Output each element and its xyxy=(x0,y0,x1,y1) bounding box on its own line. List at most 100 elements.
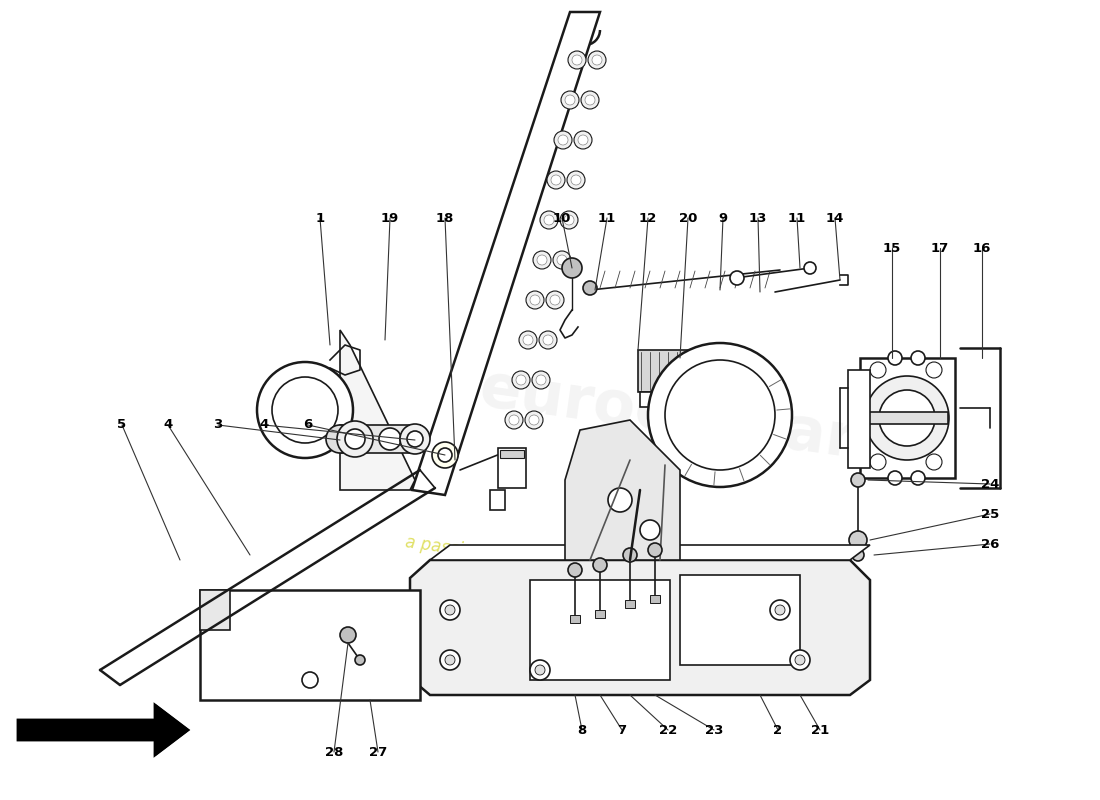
Circle shape xyxy=(911,471,925,485)
Circle shape xyxy=(795,655,805,665)
Circle shape xyxy=(557,255,566,265)
Bar xyxy=(680,575,800,665)
Circle shape xyxy=(851,473,865,487)
Circle shape xyxy=(529,415,539,425)
Text: 21: 21 xyxy=(811,723,829,737)
Circle shape xyxy=(852,549,864,561)
Circle shape xyxy=(911,351,925,365)
Text: eurocarparts: eurocarparts xyxy=(475,360,924,480)
Bar xyxy=(640,392,662,407)
Polygon shape xyxy=(430,545,870,560)
Text: 6: 6 xyxy=(304,418,312,431)
Circle shape xyxy=(585,95,595,105)
Text: 15: 15 xyxy=(883,242,901,254)
Circle shape xyxy=(539,331,557,349)
Bar xyxy=(200,590,230,630)
Circle shape xyxy=(568,51,586,69)
Circle shape xyxy=(547,171,565,189)
Bar xyxy=(340,425,420,453)
Circle shape xyxy=(804,262,816,274)
Text: 1: 1 xyxy=(316,211,324,225)
Circle shape xyxy=(666,360,776,470)
Circle shape xyxy=(592,55,602,65)
Circle shape xyxy=(355,655,365,665)
Text: 4: 4 xyxy=(260,418,268,431)
Text: 8: 8 xyxy=(578,723,586,737)
Circle shape xyxy=(640,520,660,540)
Circle shape xyxy=(446,655,455,665)
Circle shape xyxy=(572,55,582,65)
Circle shape xyxy=(550,295,560,305)
Polygon shape xyxy=(18,705,188,755)
Circle shape xyxy=(512,371,530,389)
Text: 9: 9 xyxy=(718,211,727,225)
Text: 23: 23 xyxy=(705,723,723,737)
Circle shape xyxy=(776,605,785,615)
Circle shape xyxy=(535,665,544,675)
Circle shape xyxy=(571,175,581,185)
Circle shape xyxy=(870,454,886,470)
Bar xyxy=(490,490,505,510)
Circle shape xyxy=(400,424,430,454)
Circle shape xyxy=(530,295,540,305)
Circle shape xyxy=(540,211,558,229)
Circle shape xyxy=(865,376,949,460)
Circle shape xyxy=(438,448,452,462)
Circle shape xyxy=(588,51,606,69)
Text: 11: 11 xyxy=(598,211,616,225)
Circle shape xyxy=(446,605,455,615)
Circle shape xyxy=(879,390,935,446)
Circle shape xyxy=(543,335,553,345)
Text: 27: 27 xyxy=(368,746,387,758)
Text: 20: 20 xyxy=(679,211,697,225)
Circle shape xyxy=(581,91,600,109)
Circle shape xyxy=(565,95,575,105)
Text: 10: 10 xyxy=(553,211,571,225)
Circle shape xyxy=(562,258,582,278)
Circle shape xyxy=(337,421,373,457)
Circle shape xyxy=(564,215,574,225)
Circle shape xyxy=(730,271,744,285)
Circle shape xyxy=(537,255,547,265)
Circle shape xyxy=(770,600,790,620)
Circle shape xyxy=(345,429,365,449)
Circle shape xyxy=(623,548,637,562)
Circle shape xyxy=(302,672,318,688)
Circle shape xyxy=(522,335,534,345)
Text: 2: 2 xyxy=(773,723,782,737)
Text: 3: 3 xyxy=(213,418,222,431)
Text: 12: 12 xyxy=(639,211,657,225)
Circle shape xyxy=(546,291,564,309)
Bar xyxy=(530,580,670,680)
Polygon shape xyxy=(412,12,600,495)
Bar xyxy=(860,358,955,478)
Text: 16: 16 xyxy=(972,242,991,254)
Circle shape xyxy=(544,215,554,225)
Circle shape xyxy=(536,375,546,385)
Polygon shape xyxy=(200,590,420,700)
Text: 26: 26 xyxy=(981,538,999,550)
Polygon shape xyxy=(20,708,182,752)
Circle shape xyxy=(568,563,582,577)
Circle shape xyxy=(574,131,592,149)
Circle shape xyxy=(558,135,568,145)
Circle shape xyxy=(407,431,424,447)
Circle shape xyxy=(593,558,607,572)
Circle shape xyxy=(532,371,550,389)
Circle shape xyxy=(578,135,588,145)
Text: 13: 13 xyxy=(749,211,767,225)
Text: 4: 4 xyxy=(164,418,173,431)
Bar xyxy=(625,600,635,608)
Bar xyxy=(650,595,660,603)
Circle shape xyxy=(516,375,526,385)
Bar xyxy=(500,450,524,458)
Circle shape xyxy=(440,650,460,670)
Polygon shape xyxy=(565,420,680,560)
Text: 17: 17 xyxy=(931,242,949,254)
Circle shape xyxy=(583,281,597,295)
Circle shape xyxy=(561,91,579,109)
Circle shape xyxy=(509,415,519,425)
Polygon shape xyxy=(340,330,415,490)
Circle shape xyxy=(340,627,356,643)
Text: a passion for parts since 1985: a passion for parts since 1985 xyxy=(405,534,656,586)
